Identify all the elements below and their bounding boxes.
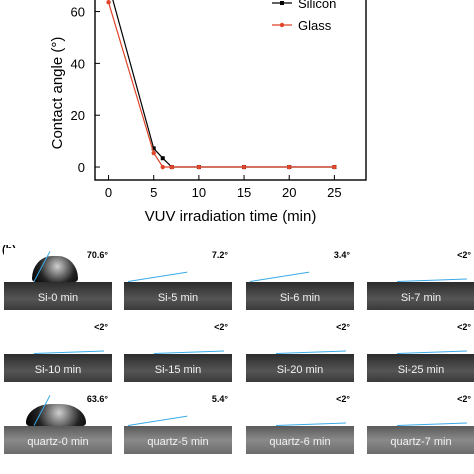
series-line-glass (107, 2, 335, 168)
sample-label: quartz-7 min (390, 436, 452, 448)
contact-angle-value: 70.6° (86, 250, 108, 260)
legend-label-1: Glass (298, 18, 332, 33)
point-silicon-1 (151, 146, 156, 151)
contact-angle-value: <2° (457, 322, 471, 332)
contact-angle-image-10: <2° quartz-6 min (246, 392, 354, 454)
tangent-line (127, 271, 188, 282)
contact-angle-value: 3.4° (333, 250, 350, 260)
sample-label: quartz-6 min (269, 436, 331, 448)
tangent-line (127, 415, 188, 426)
contact-angle-image-8: 63.6° quartz-0 min (4, 392, 112, 454)
substrate (124, 282, 232, 310)
substrate (124, 354, 232, 382)
x-tick-label-4: 20 (282, 185, 296, 200)
point-glass-1 (151, 150, 156, 156)
contact-angle-image-4: <2° Si-10 min (4, 320, 112, 382)
substrate (367, 282, 474, 310)
sample-label: Si-10 min (34, 364, 82, 376)
legend-marker-1 (279, 22, 285, 28)
y-tick-label-3: 60 (71, 5, 85, 20)
sample-label: quartz-5 min (147, 436, 209, 448)
x-tick-label-0: 0 (105, 185, 112, 200)
x-axis-label: VUV irradiation time (min) (145, 208, 317, 225)
contact-angle-value: <2° (457, 394, 471, 404)
substrate (4, 282, 112, 310)
x-tick-label-3: 15 (237, 185, 251, 200)
point-silicon-2 (160, 156, 165, 161)
point-glass-0 (106, 0, 111, 5)
contact-angle-value: <2° (336, 322, 350, 332)
point-glass-2 (160, 164, 165, 170)
x-tick-label-2: 10 (192, 185, 206, 200)
plot-area: 0 5 10 15 20 25 0 20 40 60 Silicon Glass (71, 0, 367, 200)
contact-angle-chart: Contact angle (°) VUV irradiation time (… (49, 0, 367, 225)
point-glass-3 (169, 164, 174, 170)
plot-frame (94, 0, 367, 181)
contact-angle-image-2: 3.4° Si-6 min (246, 248, 354, 310)
contact-angle-value: <2° (214, 322, 228, 332)
x-tick-label-1: 5 (150, 185, 157, 200)
substrate (246, 426, 354, 454)
contact-angle-value: 63.6° (86, 394, 108, 404)
sample-label: quartz-0 min (27, 436, 89, 448)
substrate (367, 426, 474, 454)
substrate (4, 426, 112, 454)
y-tick-label-1: 20 (71, 108, 85, 123)
contact-angle-image-9: 5.4° quartz-5 min (124, 392, 232, 454)
y-tick-label-2: 40 (71, 56, 85, 71)
y-axis-label: Contact angle (°) (49, 37, 66, 150)
contact-angle-image-0: 70.6° Si-0 min (4, 248, 112, 310)
contact-angle-value: <2° (336, 394, 350, 404)
sample-label: Si-5 min (157, 292, 199, 304)
contact-angle-image-1: 7.2° Si-5 min (124, 248, 232, 310)
contact-angle-image-7: <2° Si-25 min (367, 320, 474, 382)
sample-label: Si-7 min (400, 292, 442, 304)
sample-label: Si-6 min (279, 292, 321, 304)
substrate (4, 354, 112, 382)
point-glass-5 (241, 164, 247, 170)
contact-angle-value: 5.4° (211, 394, 228, 404)
legend-marker-0 (280, 1, 284, 5)
contact-angle-image-5: <2° Si-15 min (124, 320, 232, 382)
contact-angle-value: <2° (457, 250, 471, 260)
point-glass-4 (196, 164, 202, 170)
substrate (367, 354, 474, 382)
tangent-line (249, 271, 310, 282)
legend-label-0: Silicon (298, 0, 336, 11)
y-tick-label-0: 0 (78, 160, 85, 175)
substrate (246, 282, 354, 310)
sample-label: Si-25 min (397, 364, 445, 376)
sample-label: Si-20 min (276, 364, 324, 376)
contact-angle-value: <2° (94, 322, 108, 332)
contact-angle-value: 7.2° (211, 250, 228, 260)
point-glass-7 (332, 164, 337, 170)
sample-label: Si-15 min (154, 364, 202, 376)
substrate (124, 426, 232, 454)
x-tick-label-5: 25 (327, 185, 341, 200)
sample-label: Si-0 min (37, 292, 79, 304)
contact-angle-image-6: <2° Si-20 min (246, 320, 354, 382)
point-glass-6 (287, 164, 292, 170)
contact-angle-image-3: <2° Si-7 min (367, 248, 474, 310)
contact-angle-image-11: <2° quartz-7 min (367, 392, 474, 454)
substrate (246, 354, 354, 382)
